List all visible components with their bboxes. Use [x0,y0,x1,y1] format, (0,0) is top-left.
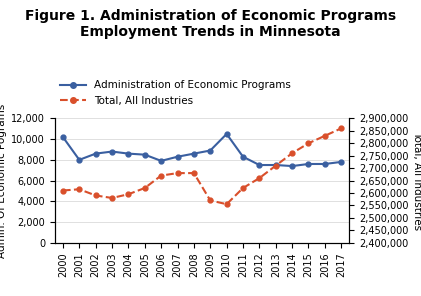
Total, All Industries [142,186,147,190]
Administration of Economic Programs [109,150,115,153]
Total, All Industries [109,196,115,200]
Administration of Economic Programs [175,155,180,159]
Legend: Administration of Economic Programs, Total, All Industries: Administration of Economic Programs, Tot… [56,76,295,110]
Total, All Industries [159,174,164,177]
Administration of Economic Programs [60,135,65,139]
Administration of Economic Programs [257,163,262,167]
Administration of Economic Programs [192,152,197,155]
Administration of Economic Programs [322,162,328,166]
Total, All Industries [93,194,98,197]
Total, All Industries [77,187,82,191]
Administration of Economic Programs [224,132,229,136]
Line: Total, All Industries: Total, All Industries [61,126,344,207]
Administration of Economic Programs [142,153,147,156]
Total, All Industries [290,152,295,155]
Total, All Industries [208,199,213,202]
Total, All Industries [175,171,180,175]
Administration of Economic Programs [306,162,311,166]
Y-axis label: Admin. Of Economic Pograms: Admin. Of Economic Pograms [0,103,7,258]
Total, All Industries [192,171,197,175]
Total, All Industries [126,192,131,196]
Administration of Economic Programs [93,152,98,155]
Line: Administration of Economic Programs: Administration of Economic Programs [61,131,344,168]
Administration of Economic Programs [240,155,245,159]
Total, All Industries [240,186,245,190]
Total, All Industries [60,189,65,192]
Administration of Economic Programs [126,152,131,155]
Administration of Economic Programs [208,149,213,152]
Total, All Industries [273,164,278,168]
Administration of Economic Programs [77,158,82,162]
Total, All Industries [306,141,311,145]
Administration of Economic Programs [290,164,295,168]
Administration of Economic Programs [159,159,164,163]
Administration of Economic Programs [339,160,344,164]
Total, All Industries [322,134,328,138]
Text: Figure 1. Administration of Economic Programs
Employment Trends in Minnesota: Figure 1. Administration of Economic Pro… [25,9,396,39]
Total, All Industries [339,127,344,130]
Total, All Industries [257,176,262,180]
Administration of Economic Programs [273,163,278,167]
Total, All Industries [224,202,229,206]
Y-axis label: Total, All Industries: Total, All Industries [413,131,421,230]
